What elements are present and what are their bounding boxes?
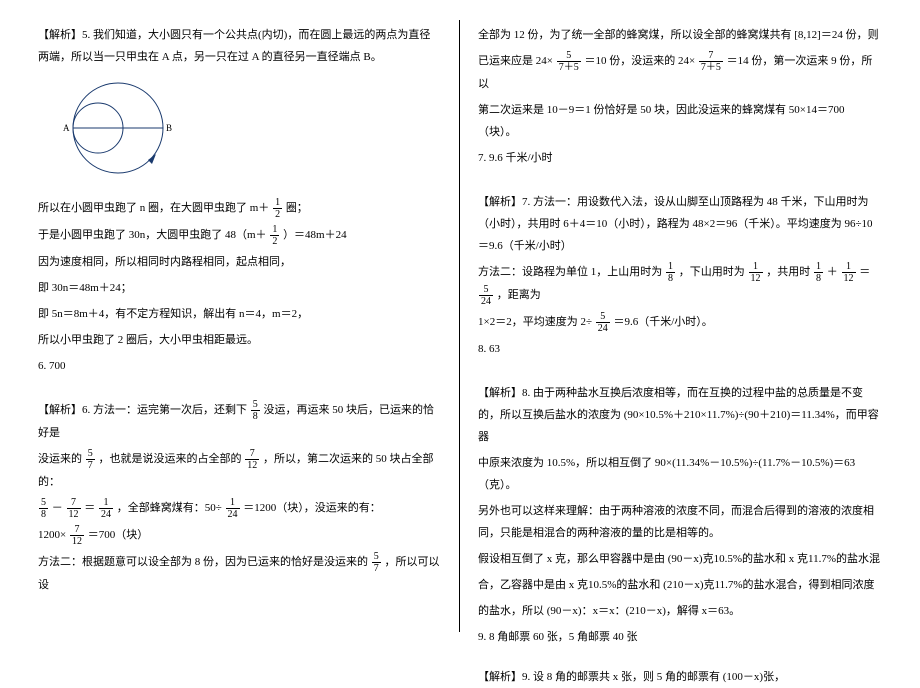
fraction: 18 <box>666 261 675 284</box>
r-p3: 第二次运来是 10－9＝1 份恰好是 50 块，因此没运来的蜂窝煤有 50×14… <box>478 99 882 143</box>
label-b: B <box>166 123 172 133</box>
text: ，共用时 <box>766 266 810 278</box>
r-p2: 已运来应是 24× 57＋5 ＝10 份，没运来的 24× 77＋5 ＝14 份… <box>478 50 882 95</box>
fraction: 712 <box>67 497 81 520</box>
p-small-circle: 所以在小圆甲虫跑了 n 圈，在大圆甲虫跑了 m＋ 12 圈； <box>38 197 441 220</box>
fraction: 124 <box>226 497 240 520</box>
answer-6: 6. 700 <box>38 355 441 377</box>
eq: ＝ <box>84 502 95 514</box>
text: 中原来浓度为 10.5%，所以相互倒了 90×(11.34%－10.5%)÷(1… <box>478 457 855 491</box>
text: 没运来的 <box>38 453 82 465</box>
analysis-8-e: 合，乙容器中是由 x 克10.5%的盐水和 (210－x)克11.7%的盐水混合… <box>478 574 882 596</box>
analysis-6-m1-b: 没运来的 57 ，也就是说没运来的占全部的 712 ，所以，第二次运来的 50 … <box>38 448 441 493</box>
label-a: A <box>63 123 70 133</box>
fraction: 57 <box>86 448 95 471</box>
left-column: 【解析】5. 我们知道，大小圆只有一个公共点(内切)，而在圆上最远的两点为直径两… <box>20 20 460 632</box>
fraction: 524 <box>596 311 610 334</box>
fraction: 712 <box>70 524 84 547</box>
arrow-icon <box>148 154 156 164</box>
text: 所以在小圆甲虫跑了 n 圈，在大圆甲虫跑了 m＋ <box>38 202 269 214</box>
fraction: 77＋5 <box>699 50 723 73</box>
analysis-7-m1: 【解析】7. 方法一：用设数代入法，设从山脚至山顶路程为 48 千米，下山用时为… <box>478 191 882 257</box>
fraction: 524 <box>479 284 493 307</box>
text: 已运来应是 24× <box>478 55 553 67</box>
analysis-8-d: 假设相互倒了 x 克，那么甲容器中是由 (90－x)克10.5%的盐水和 x 克… <box>478 548 882 570</box>
text: ＝1200（块），没运来的有： <box>243 502 381 514</box>
r-p1: 全部为 12 份，为了统一全部的蜂窝煤，所以设全部的蜂窝煤共有 [8,12]＝2… <box>478 24 882 46</box>
text: ，全部蜂窝煤有：50÷ <box>117 502 222 514</box>
analysis-8-f: 的盐水，所以 (90－x)：x＝x：(210－x)，解得 x＝63。 <box>478 600 882 622</box>
answer-7: 7. 9.6 千米/小时 <box>478 147 882 169</box>
answer-8: 8. 63 <box>478 338 882 360</box>
fraction: 124 <box>99 497 113 520</box>
text: 方法二：根据题意可以设全部为 8 份，因为已运来的恰好是没运来的 <box>38 556 368 568</box>
text: 圈； <box>286 202 308 214</box>
fraction: 58 <box>251 399 260 422</box>
text: ＝9.6（千米/小时）。 <box>614 316 713 328</box>
fraction: 58 <box>39 497 48 520</box>
text: 方法二：设路程为单位 1，上山用时为 <box>478 266 662 278</box>
fraction: 12 <box>270 224 279 247</box>
analysis-8-c: 另外也可以这样来理解：由于两种溶液的浓度不同，而混合后得到的溶液的浓度相同，只能… <box>478 500 882 544</box>
right-column: 全部为 12 份，为了统一全部的蜂窝煤，所以设全部的蜂窝煤共有 [8,12]＝2… <box>460 20 900 632</box>
analysis-6-m2: 方法二：根据题意可以设全部为 8 份，因为已运来的恰好是没运来的 57 ，所以可… <box>38 551 441 596</box>
analysis-9: 【解析】9. 设 8 角的邮票共 x 张，则 5 角的邮票有 (100－x)张， <box>478 666 882 688</box>
analysis-8-b: 中原来浓度为 10.5%，所以相互倒了 90×(11.34%－10.5%)÷(1… <box>478 452 882 496</box>
text: 1×2＝2，平均速度为 2÷ <box>478 316 592 328</box>
text: ，距离为 <box>497 289 541 301</box>
fraction: 112 <box>842 261 856 284</box>
fraction: 57＋5 <box>557 50 581 73</box>
text: ＝700（块） <box>88 529 149 541</box>
analysis-6-m1-c: 58 － 712 ＝ 124 ，全部蜂窝煤有：50÷ 124 ＝1200（块），… <box>38 497 441 520</box>
p-speed-same: 因为速度相同，所以相同时内路程相同，起点相同， <box>38 251 441 273</box>
analysis-5-intro: 【解析】5. 我们知道，大小圆只有一个公共点(内切)，而在圆上最远的两点为直径两… <box>38 24 441 68</box>
text: ，也就是说没运来的占全部的 <box>99 453 242 465</box>
fraction: 112 <box>749 261 763 284</box>
circle-diagram: A B <box>48 78 188 178</box>
text: ＝10 份，没运来的 24× <box>584 55 695 67</box>
text: 1200× <box>38 529 66 541</box>
text: 于是小圆甲虫跑了 30n，大圆甲虫跑了 48（m＋ <box>38 229 267 241</box>
p-eq2: 即 5n＝8m＋4，有不定方程知识，解出有 n＝4，m＝2， <box>38 303 441 325</box>
eq: ＝ <box>859 266 870 278</box>
analysis-6-m1-a: 【解析】6. 方法一：运完第一次后，还剩下 58 没运，再运来 50 块后，已运… <box>38 399 441 444</box>
p-eq1: 即 30n＝48m＋24； <box>38 277 441 299</box>
fraction: 712 <box>245 448 259 471</box>
p-conclusion-5: 所以小甲虫跑了 2 圈后，大小甲虫相距最远。 <box>38 329 441 351</box>
minus: － <box>52 502 63 514</box>
analysis-6-m1-d: 1200× 712 ＝700（块） <box>38 524 441 547</box>
plus: ＋ <box>827 266 838 278</box>
analysis-7-m2-a: 方法二：设路程为单位 1，上山用时为 18 ，下山用时为 112 ，共用时 18… <box>478 261 882 307</box>
answer-9: 9. 8 角邮票 60 张，5 角邮票 40 张 <box>478 626 882 648</box>
analysis-7-m2-b: 1×2＝2，平均速度为 2÷ 524 ＝9.6（千米/小时）。 <box>478 311 882 334</box>
text: ）＝48m＋24 <box>283 229 347 241</box>
text: ，下山用时为 <box>679 266 745 278</box>
text: 。 <box>506 479 517 491</box>
fraction: 12 <box>273 197 282 220</box>
analysis-8-a: 【解析】8. 由于两种盐水互换后浓度相等，而在互换的过程中盐的总质量是不变的，所… <box>478 382 882 448</box>
p-big-circle: 于是小圆甲虫跑了 30n，大圆甲虫跑了 48（m＋ 12 ）＝48m＋24 <box>38 224 441 247</box>
fraction: 57 <box>372 551 381 574</box>
fraction: 18 <box>814 261 823 284</box>
text: 【解析】6. 方法一：运完第一次后，还剩下 <box>38 404 247 416</box>
